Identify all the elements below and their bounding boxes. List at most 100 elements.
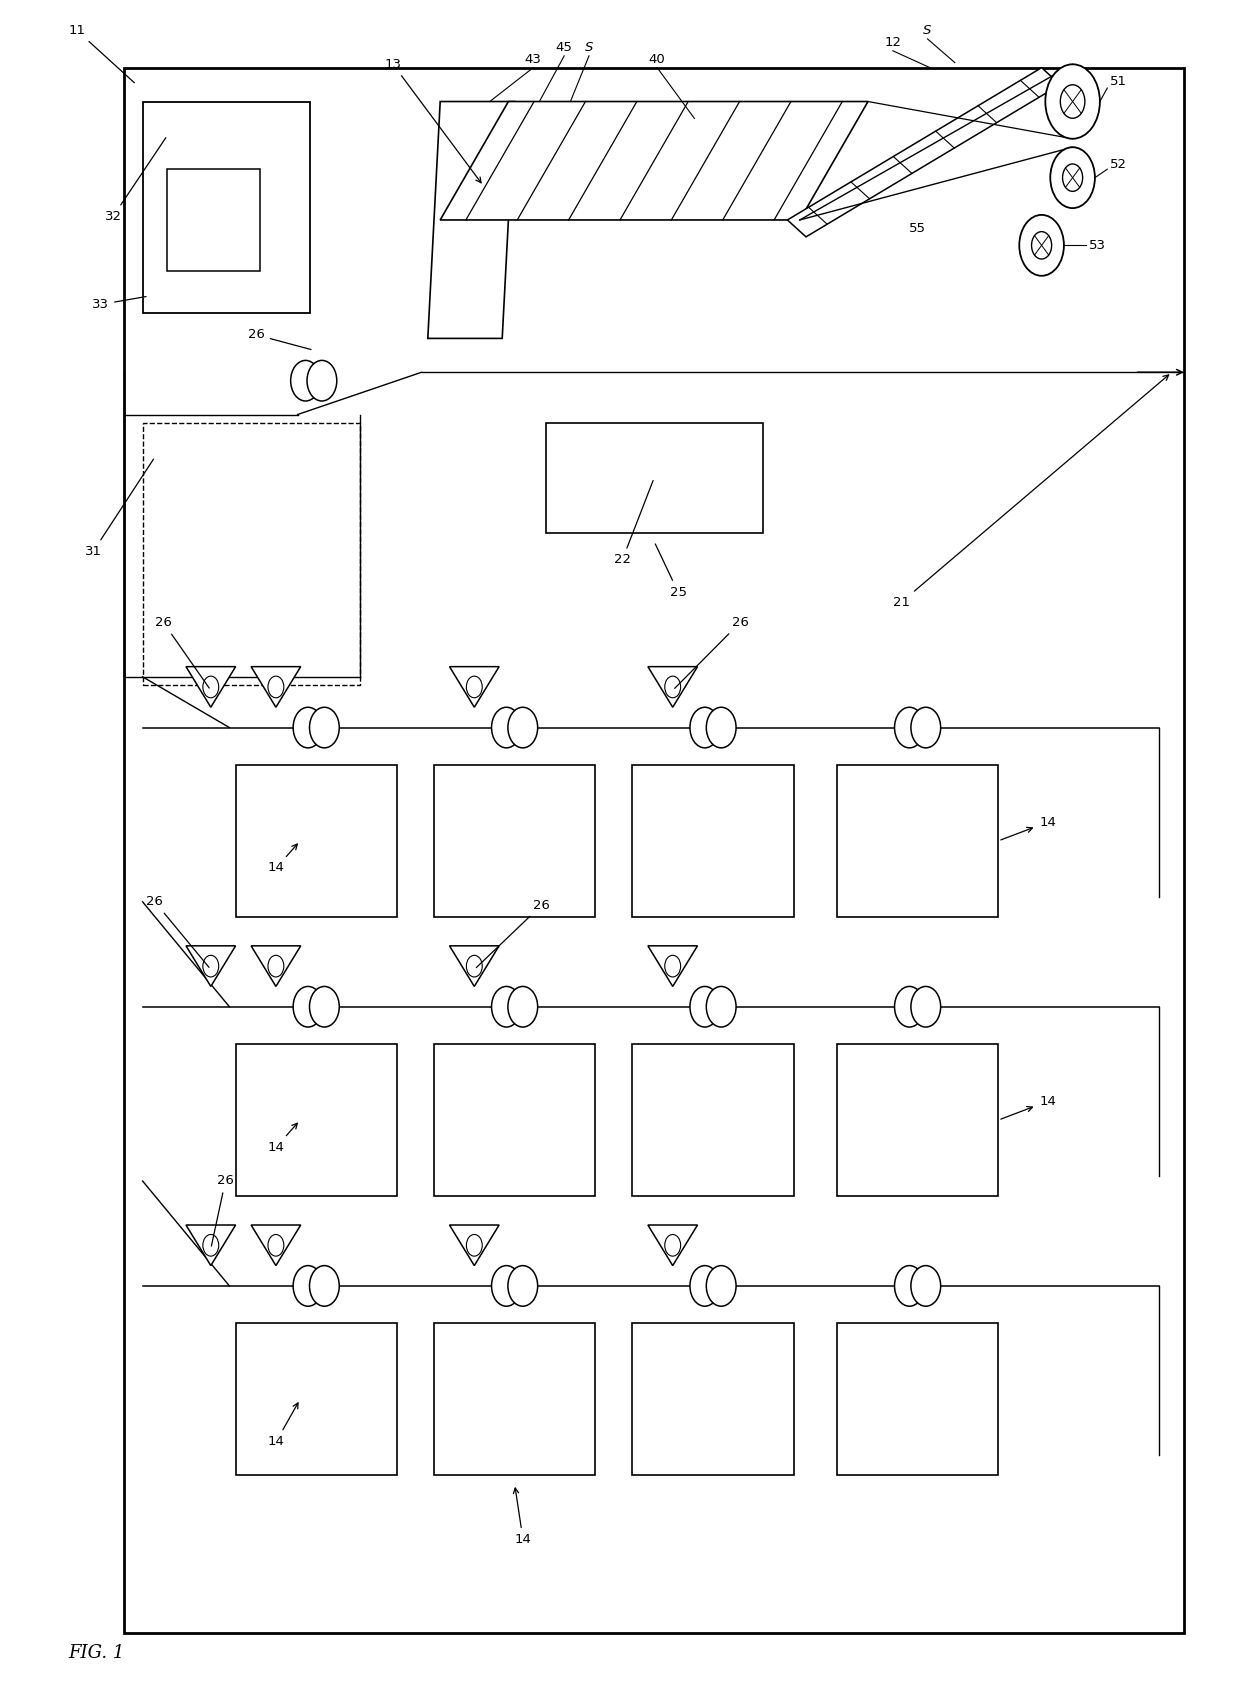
Text: 26: 26 xyxy=(211,1174,234,1245)
Circle shape xyxy=(707,1266,737,1306)
Bar xyxy=(236,1323,397,1475)
Text: 26: 26 xyxy=(675,616,749,689)
Text: 14: 14 xyxy=(513,1487,532,1546)
Text: 13: 13 xyxy=(384,58,481,183)
Circle shape xyxy=(689,986,719,1027)
Text: 22: 22 xyxy=(614,481,653,567)
Text: 12: 12 xyxy=(884,36,901,49)
Bar xyxy=(434,765,595,917)
Circle shape xyxy=(689,707,719,748)
Text: 14: 14 xyxy=(268,844,298,875)
Circle shape xyxy=(1019,215,1064,276)
Circle shape xyxy=(310,1266,340,1306)
Bar xyxy=(167,169,260,271)
Circle shape xyxy=(508,986,538,1027)
Circle shape xyxy=(911,1266,941,1306)
Circle shape xyxy=(665,677,681,697)
Circle shape xyxy=(466,1235,482,1255)
Circle shape xyxy=(665,1235,681,1255)
Circle shape xyxy=(491,707,521,748)
Circle shape xyxy=(466,956,482,976)
Text: 11: 11 xyxy=(68,24,134,83)
Bar xyxy=(434,1323,595,1475)
Polygon shape xyxy=(250,946,300,986)
Circle shape xyxy=(203,1235,218,1255)
Circle shape xyxy=(1060,85,1085,118)
Polygon shape xyxy=(428,102,515,338)
Polygon shape xyxy=(186,946,236,986)
Circle shape xyxy=(1032,232,1052,259)
Bar xyxy=(434,1044,595,1196)
Circle shape xyxy=(293,707,322,748)
Text: 33: 33 xyxy=(92,296,146,311)
Polygon shape xyxy=(449,1225,498,1266)
Circle shape xyxy=(466,677,482,697)
Text: FIG. 1: FIG. 1 xyxy=(68,1643,124,1662)
Circle shape xyxy=(268,677,284,697)
Circle shape xyxy=(1045,64,1100,139)
Text: 40: 40 xyxy=(649,52,666,66)
Circle shape xyxy=(491,1266,521,1306)
Text: 43: 43 xyxy=(525,52,542,66)
Circle shape xyxy=(268,1235,284,1255)
Bar xyxy=(632,1044,794,1196)
Bar xyxy=(124,68,1184,1633)
Circle shape xyxy=(268,956,284,976)
Text: 26: 26 xyxy=(146,895,210,968)
Circle shape xyxy=(911,707,941,748)
Polygon shape xyxy=(186,1225,236,1266)
Circle shape xyxy=(293,986,322,1027)
Text: S: S xyxy=(924,24,931,37)
Circle shape xyxy=(293,1266,322,1306)
Bar xyxy=(632,765,794,917)
Bar xyxy=(837,1044,998,1196)
Text: 31: 31 xyxy=(84,459,154,558)
Bar xyxy=(236,1044,397,1196)
Circle shape xyxy=(290,360,320,401)
Text: 26: 26 xyxy=(476,898,551,968)
Circle shape xyxy=(203,677,218,697)
Polygon shape xyxy=(647,946,697,986)
Circle shape xyxy=(1050,147,1095,208)
Text: 55: 55 xyxy=(909,222,926,235)
Text: 32: 32 xyxy=(104,137,166,223)
Text: 51: 51 xyxy=(1110,74,1127,88)
Circle shape xyxy=(308,360,337,401)
Polygon shape xyxy=(647,667,697,707)
Circle shape xyxy=(203,956,218,976)
Polygon shape xyxy=(449,667,498,707)
Polygon shape xyxy=(647,1225,697,1266)
Circle shape xyxy=(911,986,941,1027)
Bar xyxy=(837,1323,998,1475)
Text: 14: 14 xyxy=(1001,1095,1056,1118)
Polygon shape xyxy=(186,667,236,707)
Text: 45: 45 xyxy=(556,41,573,54)
Circle shape xyxy=(1063,164,1083,191)
Circle shape xyxy=(508,1266,538,1306)
Circle shape xyxy=(707,986,737,1027)
Bar xyxy=(837,765,998,917)
Circle shape xyxy=(665,956,681,976)
Text: S: S xyxy=(585,41,593,54)
Text: 14: 14 xyxy=(268,1123,298,1154)
Circle shape xyxy=(894,986,924,1027)
Circle shape xyxy=(689,1266,719,1306)
Bar xyxy=(236,765,397,917)
Circle shape xyxy=(707,707,737,748)
Text: 52: 52 xyxy=(1110,157,1127,171)
Bar xyxy=(143,423,360,685)
Circle shape xyxy=(894,707,924,748)
Circle shape xyxy=(491,986,521,1027)
Text: 25: 25 xyxy=(655,543,687,599)
Polygon shape xyxy=(787,68,1060,237)
Text: 21: 21 xyxy=(893,376,1168,609)
Circle shape xyxy=(508,707,538,748)
Text: 26: 26 xyxy=(155,616,210,689)
Bar xyxy=(632,1323,794,1475)
Bar xyxy=(546,423,763,533)
Polygon shape xyxy=(250,667,300,707)
Bar xyxy=(143,102,310,313)
Polygon shape xyxy=(449,946,498,986)
Text: 14: 14 xyxy=(1001,816,1056,839)
Polygon shape xyxy=(440,102,868,220)
